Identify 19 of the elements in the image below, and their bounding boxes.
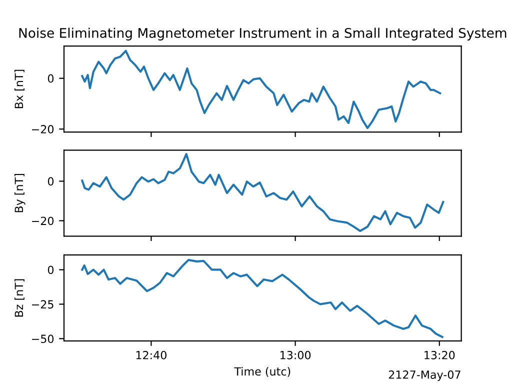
x-tick-label: 12:40 [136,350,166,360]
x-tick-label: 13:20 [424,350,455,360]
y-axis-title: Bx [nT] [14,70,24,108]
y-axis-title: Bz [nT] [14,279,24,317]
line-series [81,153,444,232]
y-tick-label: −20 [32,216,54,226]
line-series [81,258,444,338]
y-tick-label: −50 [32,334,54,344]
y-axis-title: By [nT] [14,174,26,212]
text: 2127-May-07 [388,370,460,381]
y-tick-label: −20 [32,125,54,134]
x-tick-label: 13:00 [280,350,311,360]
y-tick-label: 0 [48,266,54,274]
y-tick-label: 0 [48,177,54,186]
y-tick-label: 0 [48,74,54,83]
line-series [81,50,442,130]
x-axis-title: Time (utc) [234,367,290,377]
chart-title: Noise Eliminating Magnetometer Instrument in a Small Integrated System [19,28,506,40]
y-tick-label: −25 [32,300,54,309]
